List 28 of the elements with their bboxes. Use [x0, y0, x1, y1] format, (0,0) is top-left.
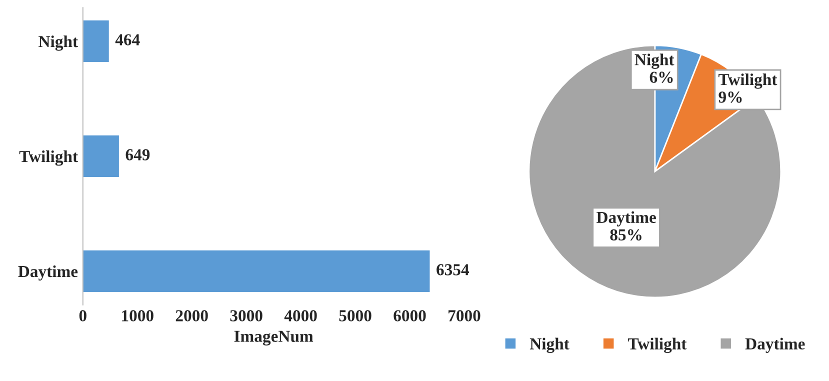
- pie-slice: [528, 44, 782, 298]
- x-tick-label: 6000: [394, 310, 426, 322]
- x-tick-label: 3000: [230, 310, 262, 322]
- data-label: 649: [126, 149, 150, 160]
- x-axis-title: ImageNum: [234, 330, 314, 346]
- data-label: 6354: [436, 264, 470, 276]
- bar: [82, 20, 109, 62]
- data-label: 464: [115, 34, 140, 46]
- y-tick-label: Twilight: [19, 150, 78, 166]
- legend-label: Daytime: [745, 338, 805, 353]
- slice-label: Daytime: [596, 211, 656, 226]
- x-tick-label: 7000: [448, 310, 480, 322]
- x-tick-label: 1000: [122, 310, 154, 322]
- legend-label: Twilight: [628, 338, 687, 354]
- data-label: 6%: [650, 72, 673, 83]
- x-tick-label: 0: [79, 310, 86, 322]
- x-tick-label: 5000: [339, 310, 372, 322]
- x-tick-label: 4000: [284, 310, 317, 322]
- bar: [82, 250, 430, 292]
- slice-label: Twilight: [718, 73, 778, 89]
- bar: [82, 135, 119, 178]
- y-tick-label: Night: [38, 35, 78, 51]
- x-tick-label: 2000: [176, 310, 208, 322]
- y-tick-label: Daytime: [18, 265, 78, 281]
- data-label: 9%: [718, 92, 742, 103]
- slice-label: Night: [634, 54, 674, 69]
- legend-label: Night: [530, 338, 570, 354]
- data-label: 85%: [610, 229, 642, 241]
